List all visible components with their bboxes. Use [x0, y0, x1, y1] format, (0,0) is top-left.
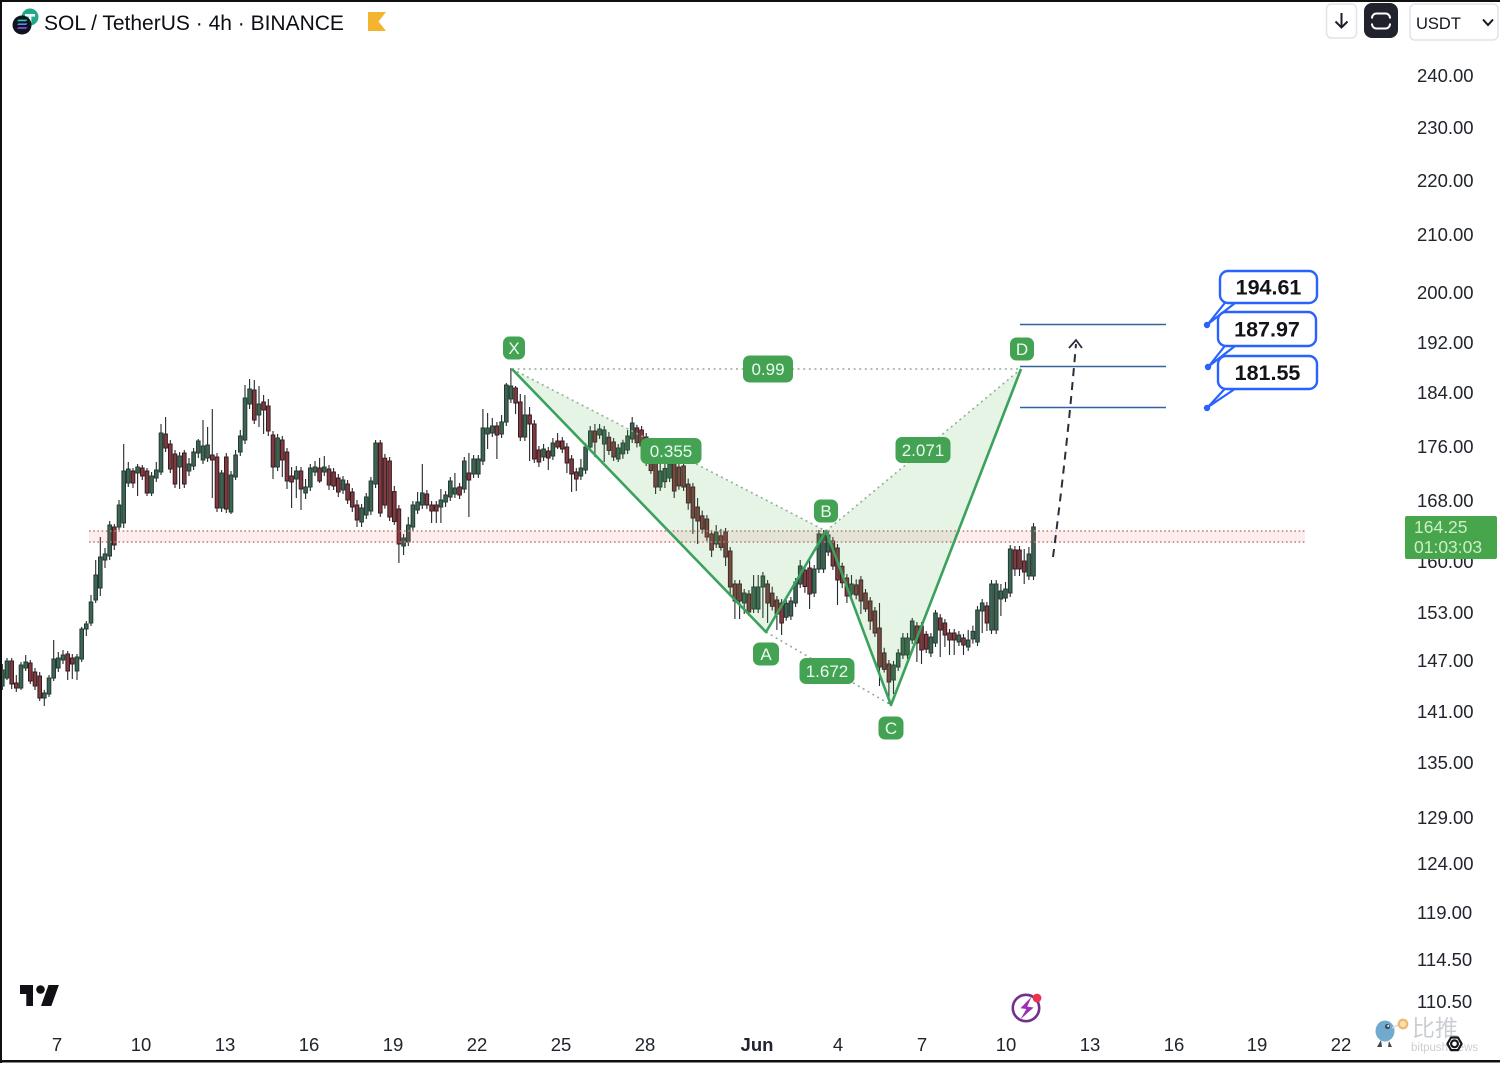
svg-text:124.00: 124.00	[1417, 853, 1474, 874]
svg-text:19: 19	[1247, 1034, 1268, 1055]
svg-text:Jun: Jun	[741, 1034, 774, 1055]
svg-text:168.00: 168.00	[1417, 490, 1474, 511]
svg-text:210.00: 210.00	[1417, 224, 1474, 245]
svg-text:SOL / TetherUS · 4h · BINANCE: SOL / TetherUS · 4h · BINANCE	[44, 12, 344, 35]
svg-text:C: C	[885, 719, 897, 738]
svg-text:22: 22	[467, 1034, 488, 1055]
svg-text:153.00: 153.00	[1417, 602, 1474, 623]
svg-text:4: 4	[833, 1034, 843, 1055]
svg-text:181.55: 181.55	[1235, 361, 1301, 385]
svg-text:119.00: 119.00	[1417, 902, 1472, 923]
svg-text:13: 13	[1080, 1034, 1101, 1055]
svg-text:B: B	[820, 502, 831, 521]
svg-text:147.00: 147.00	[1417, 650, 1474, 671]
svg-text:129.00: 129.00	[1417, 807, 1474, 828]
svg-text:0.355: 0.355	[650, 442, 693, 461]
svg-text:110.50: 110.50	[1417, 991, 1472, 1012]
svg-text:192.00: 192.00	[1417, 332, 1474, 353]
svg-text:240.00: 240.00	[1417, 65, 1474, 86]
svg-text:0.99: 0.99	[751, 360, 784, 379]
svg-text:114.50: 114.50	[1417, 949, 1472, 970]
svg-text:13: 13	[215, 1034, 236, 1055]
svg-text:D: D	[1016, 340, 1028, 359]
svg-text:184.00: 184.00	[1417, 382, 1474, 403]
svg-text:1.672: 1.672	[806, 662, 849, 681]
svg-text:194.61: 194.61	[1236, 276, 1302, 300]
svg-text:bitpush.news: bitpush.news	[1411, 1042, 1478, 1054]
svg-text:2.071: 2.071	[902, 441, 945, 460]
svg-text:10: 10	[996, 1034, 1017, 1055]
svg-text:141.00: 141.00	[1417, 701, 1474, 722]
svg-text:7: 7	[52, 1034, 62, 1055]
svg-text:A: A	[760, 645, 772, 664]
svg-text:16: 16	[299, 1034, 320, 1055]
svg-text:7: 7	[917, 1034, 927, 1055]
svg-text:01:03:03: 01:03:03	[1414, 537, 1482, 557]
svg-text:176.00: 176.00	[1417, 436, 1474, 457]
svg-text:220.00: 220.00	[1417, 170, 1474, 191]
svg-text:22: 22	[1331, 1034, 1352, 1055]
svg-text:25: 25	[551, 1034, 572, 1055]
svg-text:164.25: 164.25	[1414, 517, 1468, 537]
svg-text:X: X	[508, 339, 519, 358]
svg-text:28: 28	[635, 1034, 656, 1055]
svg-text:10: 10	[131, 1034, 152, 1055]
svg-text:19: 19	[383, 1034, 404, 1055]
svg-text:230.00: 230.00	[1417, 117, 1474, 138]
svg-text:187.97: 187.97	[1234, 318, 1300, 342]
svg-text:USDT: USDT	[1416, 15, 1461, 33]
svg-text:200.00: 200.00	[1417, 282, 1474, 303]
svg-text:16: 16	[1164, 1034, 1185, 1055]
svg-text:135.00: 135.00	[1417, 752, 1474, 773]
